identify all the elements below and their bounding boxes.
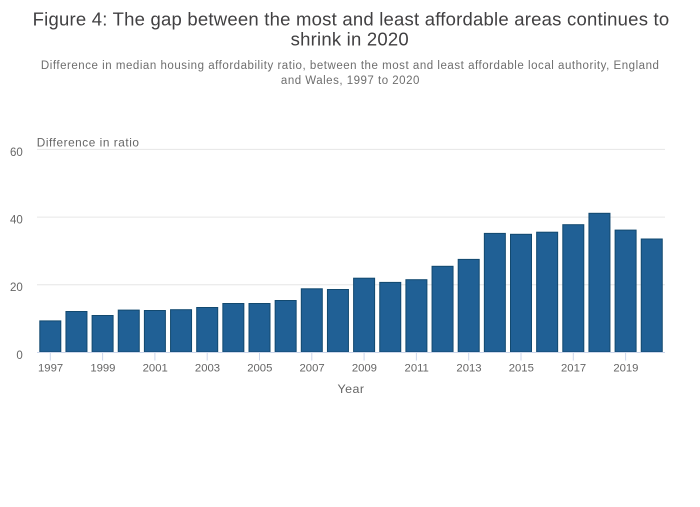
svg-text:60: 60 [10,147,23,159]
svg-text:2017: 2017 [561,363,586,375]
svg-text:40: 40 [10,215,23,227]
svg-text:2001: 2001 [143,363,168,375]
svg-text:Year: Year [337,382,364,396]
svg-text:1999: 1999 [90,363,115,375]
svg-text:Difference in ratio: Difference in ratio [37,135,140,149]
svg-text:Difference in median housing a: Difference in median housing affordabili… [41,60,660,72]
svg-text:20: 20 [10,282,23,294]
svg-text:2003: 2003 [195,363,220,375]
svg-text:2013: 2013 [456,363,481,375]
svg-text:2009: 2009 [352,363,377,375]
svg-text:0: 0 [16,350,22,362]
svg-text:2007: 2007 [300,363,325,375]
svg-text:2005: 2005 [247,363,272,375]
svg-text:2015: 2015 [509,363,534,375]
svg-text:Figure 4: The gap between the: Figure 4: The gap between the most and l… [33,9,670,30]
svg-text:shrink in 2020: shrink in 2020 [291,29,409,50]
svg-text:and Wales, 1997 to 2020: and Wales, 1997 to 2020 [281,75,420,87]
svg-text:2019: 2019 [613,363,638,375]
svg-text:2011: 2011 [405,363,429,375]
svg-text:1997: 1997 [38,363,63,375]
